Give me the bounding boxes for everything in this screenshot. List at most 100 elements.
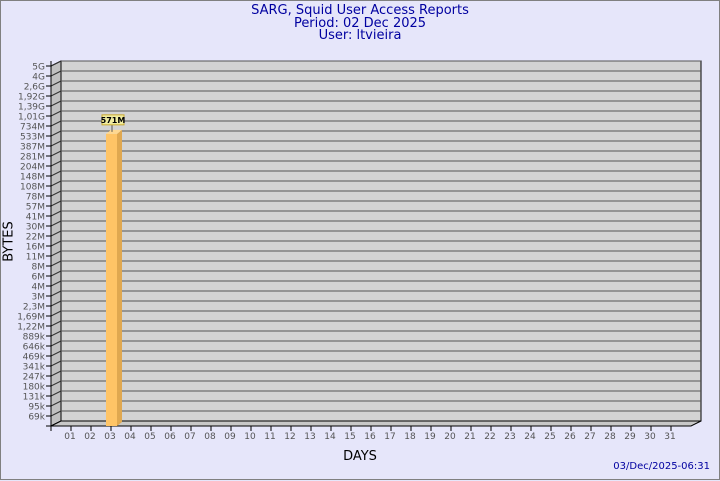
y-gridline-side xyxy=(50,250,62,257)
y-tick-label: 1,69M xyxy=(17,313,45,323)
x-tick-label: 01 xyxy=(64,432,75,442)
y-tick-label: 646k xyxy=(23,343,46,353)
y-gridline-side xyxy=(50,330,62,337)
y-tick-label: 41M xyxy=(26,213,45,223)
y-tick-label: 6M xyxy=(32,273,46,283)
bar-side-day-02 xyxy=(117,129,122,427)
y-tick-label: 247k xyxy=(23,373,46,383)
data-label: 571M xyxy=(101,116,126,125)
x-tick-label: 10 xyxy=(244,432,256,442)
y-tick-label: 469k xyxy=(23,353,46,363)
x-tick-label: 04 xyxy=(124,432,136,442)
x-tick-label: 11 xyxy=(264,432,275,442)
x-tick-label: 25 xyxy=(544,432,555,442)
y-tick-label: 11M xyxy=(26,253,45,263)
x-tick-label: 09 xyxy=(224,432,236,442)
x-tick-label: 13 xyxy=(304,432,315,442)
y-tick-label: 1,22M xyxy=(17,323,45,333)
x-tick-label: 27 xyxy=(584,432,595,442)
x-tick-label: 03 xyxy=(104,432,115,442)
y-gridline-side xyxy=(50,130,62,137)
x-tick-label: 16 xyxy=(364,432,376,442)
y-tick-label: 131k xyxy=(23,393,46,403)
y-tick-label: 4M xyxy=(32,283,46,293)
y-tick-label: 341k xyxy=(23,363,46,373)
y-gridline-side xyxy=(50,290,62,297)
x-tick-label: 02 xyxy=(84,432,95,442)
y-gridline-side xyxy=(50,140,62,147)
y-tick-label: 387M xyxy=(20,143,45,153)
x-tick-label: 26 xyxy=(564,432,576,442)
y-tick-label: 57M xyxy=(26,203,45,213)
chart-title: SARG, Squid User Access Reports xyxy=(251,3,469,18)
x-tick-label: 07 xyxy=(184,432,195,442)
y-gridline-side xyxy=(50,350,62,357)
y-tick-label: 533M xyxy=(20,133,45,143)
x-tick-label: 20 xyxy=(444,432,456,442)
chart-period: Period: 02 Dec 2025 xyxy=(293,16,427,31)
x-tick-label: 05 xyxy=(144,432,155,442)
y-gridline-side xyxy=(50,60,62,67)
y-gridline-side xyxy=(50,240,62,247)
y-gridline-side xyxy=(50,370,62,377)
y-gridline-side xyxy=(50,100,62,107)
y-gridline-side xyxy=(50,300,62,307)
y-gridline-side xyxy=(50,360,62,367)
y-gridline-side xyxy=(50,400,62,407)
x-tick-label: 28 xyxy=(604,432,616,442)
y-tick-label: 78M xyxy=(26,193,45,203)
data-label-box xyxy=(101,114,125,126)
x-tick-label: 30 xyxy=(644,432,656,442)
y-gridline-side xyxy=(50,90,62,97)
y-gridline-side xyxy=(50,70,62,77)
x-tick-label: 31 xyxy=(664,432,675,442)
y-tick-label: 2,6G xyxy=(24,83,45,93)
y-gridline-side xyxy=(50,170,62,177)
y-tick-label: 204M xyxy=(20,163,45,173)
y-tick-label: 4G xyxy=(32,73,45,83)
y-gridline-side xyxy=(50,120,62,127)
y-tick-label: 108M xyxy=(20,183,45,193)
y-tick-label: 889k xyxy=(23,333,46,343)
y-gridline-side xyxy=(50,210,62,217)
y-gridline-side xyxy=(50,410,62,417)
y-gridline-side xyxy=(50,110,62,117)
y-tick-label: 148M xyxy=(20,173,45,183)
x-tick-label: 08 xyxy=(204,432,216,442)
y-tick-label: 1,92G xyxy=(18,93,45,103)
y-gridline-side xyxy=(50,310,62,317)
y-axis-label: BYTES xyxy=(1,221,17,262)
y-tick-label: 8M xyxy=(32,263,46,273)
y-tick-label: 30M xyxy=(26,223,45,233)
y-tick-label: 180k xyxy=(23,383,46,393)
x-tick-label: 21 xyxy=(464,432,475,442)
x-tick-label: 06 xyxy=(164,432,176,442)
y-tick-label: 2,3M xyxy=(23,303,45,313)
y-tick-label: 281M xyxy=(20,153,45,163)
y-gridline-side xyxy=(50,230,62,237)
y-tick-label: 734M xyxy=(20,123,45,133)
x-axis-label: DAYS xyxy=(343,449,377,464)
y-gridline-side xyxy=(50,200,62,207)
x-tick-label: 12 xyxy=(284,432,295,442)
generated-timestamp: 03/Dec/2025-06:31 xyxy=(613,461,710,472)
y-tick-label: 69k xyxy=(28,413,45,423)
plot-floor xyxy=(50,420,702,427)
y-tick-label: 3M xyxy=(32,293,46,303)
y-gridline-side xyxy=(50,380,62,387)
x-tick-label: 29 xyxy=(624,432,636,442)
y-gridline-side xyxy=(50,190,62,197)
bar-day-02 xyxy=(106,133,117,427)
x-tick-label: 23 xyxy=(504,432,515,442)
x-tick-label: 22 xyxy=(484,432,495,442)
y-gridline-side xyxy=(50,150,62,157)
y-tick-label: 95k xyxy=(28,403,45,413)
x-tick-label: 24 xyxy=(524,432,536,442)
y-tick-label: 5G xyxy=(32,63,45,73)
y-gridline-side xyxy=(50,160,62,167)
y-tick-label: 16M xyxy=(26,243,45,253)
x-tick-label: 14 xyxy=(324,432,336,442)
y-tick-label: 22M xyxy=(26,233,45,243)
